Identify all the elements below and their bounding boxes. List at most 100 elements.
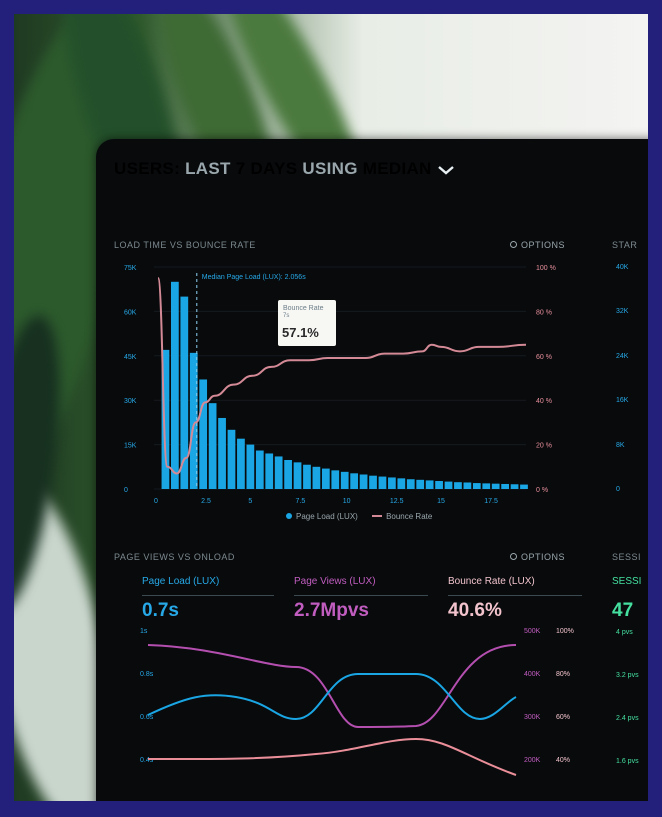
page-load-line	[147, 673, 517, 721]
x-tick: 7.5	[296, 498, 306, 505]
x-tick: 17.5	[484, 498, 498, 505]
x-axis: 0 2.5 5 7.5 10 12.5 15 17.5	[154, 498, 498, 505]
panel-title-page-views: PAGE VIEWS VS ONLOAD	[114, 552, 235, 562]
legend-line-swatch	[372, 515, 383, 517]
p2-y-left-tick: 0.6s	[140, 714, 154, 721]
metric-value-bounce-rate: 40.6%	[448, 600, 502, 621]
bar	[510, 484, 519, 489]
p2-y-left-tick: 1s	[140, 628, 148, 635]
side-tick: 32K	[616, 308, 629, 316]
bar	[265, 453, 274, 489]
title-last: LAST	[185, 159, 231, 178]
bar	[454, 482, 462, 489]
title-using: USING	[302, 159, 358, 178]
median-annotation: Median Page Load (LUX): 2.056s	[202, 274, 306, 281]
bounce-rate-line	[157, 277, 527, 475]
bar	[378, 476, 387, 489]
bar	[350, 473, 359, 489]
y-left-tick: 75K	[124, 265, 137, 272]
metric-value-page-views: 2.7Mpvs	[294, 600, 369, 621]
side-2-tick: 2.4 pvs	[616, 715, 639, 722]
side-tick: 0	[616, 486, 620, 493]
x-tick: 5	[248, 498, 252, 505]
bar	[199, 379, 208, 489]
p2-y-right-tick: 500K	[524, 628, 541, 635]
panel-title-load-vs-bounce: LOAD TIME VS BOUNCE RATE	[114, 240, 256, 250]
y-left-tick: 0	[124, 487, 128, 494]
bar	[331, 470, 340, 489]
page-views-chart: 1s 0.8s 0.6s 0.4s 500K 400K 300K 200K 100% 80% 60%…	[140, 628, 574, 776]
tooltip-sub: 7s	[283, 313, 290, 319]
bar	[218, 417, 226, 489]
legend-bars-swatch	[286, 513, 292, 519]
bar	[435, 481, 443, 489]
bar	[237, 438, 245, 489]
tooltip-value: 57.1%	[282, 325, 319, 340]
page-views-line	[147, 644, 517, 729]
metric-divider	[294, 595, 428, 596]
metric-value-page-load: 0.7s	[142, 600, 179, 621]
x-tick: 15	[437, 498, 445, 505]
y-left-axis: 75K 60K 45K 30K 15K 0	[124, 265, 137, 494]
side-panel-2-label: SESSI	[612, 576, 642, 587]
bar	[293, 462, 302, 489]
side-tick: 24K	[616, 352, 629, 360]
bar	[491, 483, 500, 489]
bar	[303, 464, 311, 489]
y-left-tick: 15K	[124, 443, 137, 450]
y-left-tick: 60K	[124, 309, 137, 316]
bar-series	[161, 281, 528, 489]
side-tick: 8K	[616, 441, 625, 449]
options-icon	[510, 241, 517, 248]
x-tick: 2.5	[201, 498, 211, 505]
side-panel-title: STAR	[612, 240, 638, 250]
options-icon	[510, 553, 517, 560]
side-tick: 40K	[616, 264, 629, 271]
metric-divider	[142, 595, 274, 596]
p2-y-right-tick: 200K	[524, 757, 541, 764]
bar	[397, 478, 406, 489]
chevron-down-icon[interactable]	[437, 164, 455, 176]
title-median: MEDIAN	[362, 159, 432, 178]
bar	[444, 481, 453, 489]
bar	[501, 483, 509, 489]
x-tick: 10	[343, 498, 351, 505]
bar	[472, 483, 481, 489]
bar	[171, 281, 179, 489]
bar	[227, 429, 236, 489]
y-left-tick: 30K	[124, 398, 137, 405]
y-right-axis: 100 % 80 % 60 % 40 % 20 % 0 %	[536, 265, 556, 494]
y-left-tick: 45K	[124, 354, 137, 361]
bar	[406, 479, 415, 489]
tooltip-label: Bounce Rate	[283, 305, 324, 312]
bar	[321, 468, 330, 489]
bar	[369, 475, 377, 489]
side-2-tick: 1.6 pvs	[616, 758, 639, 765]
background-photo: USERS: LAST 7 DAYS USING MEDIAN LOAD TIM…	[14, 14, 648, 801]
bar	[246, 444, 255, 489]
metric-label-page-views: Page Views (LUX)	[294, 576, 376, 587]
options-button-2[interactable]: OPTIONS	[510, 552, 565, 562]
bar	[425, 480, 434, 489]
bar	[388, 477, 396, 489]
y-right-tick: 60 %	[536, 354, 552, 361]
side-tick: 16K	[616, 397, 629, 405]
bar	[463, 482, 472, 489]
options-button[interactable]: OPTIONS	[510, 240, 565, 250]
metric-divider	[448, 595, 582, 596]
p2-y-right-tick: 400K	[524, 671, 541, 678]
bar	[208, 403, 217, 489]
dashboard-title: USERS: LAST 7 DAYS USING MEDIAN	[114, 159, 455, 179]
p2-y-left-tick: 0.4s	[140, 757, 154, 764]
side-panel-2-value: 47	[612, 600, 634, 621]
x-tick: 0	[154, 498, 158, 505]
bar	[359, 474, 368, 489]
y-right-tick: 80 %	[536, 309, 552, 316]
p2-y-right-tick: 80%	[556, 671, 570, 678]
bar	[189, 352, 198, 489]
p2-y-right-tick: 300K	[524, 714, 541, 721]
p2-y-right-tick: 100%	[556, 628, 574, 635]
y-right-tick: 100 %	[536, 265, 556, 272]
legend-line-label: Bounce Rate	[386, 512, 433, 521]
bar	[416, 479, 425, 489]
